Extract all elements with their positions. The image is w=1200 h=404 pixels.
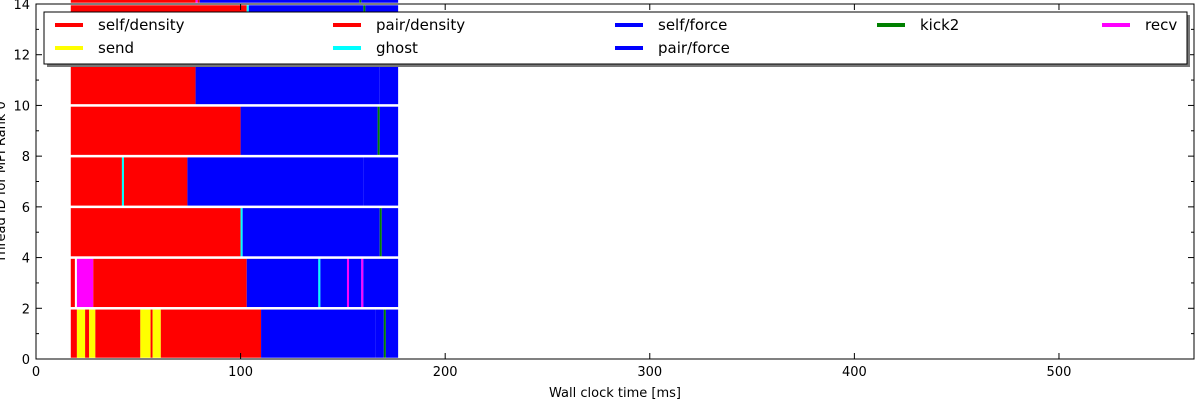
task-bar-thread-4-1 xyxy=(240,106,378,155)
x-tick-label: 500 xyxy=(1047,365,1072,380)
legend-label: kick2 xyxy=(920,16,959,34)
task-bar-thread-0-1 xyxy=(76,309,86,358)
y-tick-label: 0 xyxy=(22,353,30,368)
legend-label: send xyxy=(98,39,134,57)
y-tick-label: 14 xyxy=(13,0,30,13)
task-bar-thread-4-2 xyxy=(377,106,380,155)
x-axis-label: Wall clock time [ms] xyxy=(549,386,681,400)
task-bar-thread-0-10 xyxy=(375,309,384,358)
task-bar-thread-1-4 xyxy=(318,258,321,308)
task-bar-thread-7-1 xyxy=(195,0,198,3)
task-bar-thread-7-0 xyxy=(70,0,196,3)
task-bar-thread-1-8 xyxy=(361,258,364,308)
task-bar-thread-3-1 xyxy=(121,157,124,206)
task-bar-thread-2-3 xyxy=(379,208,382,257)
legend-label: self/force xyxy=(658,16,727,34)
task-bar-thread-2-0 xyxy=(70,208,241,257)
y-tick-label: 8 xyxy=(22,150,30,165)
legend-label: ghost xyxy=(376,39,418,57)
x-tick-label: 100 xyxy=(228,365,253,380)
task-bar-thread-3-2 xyxy=(123,157,188,206)
task-bar-thread-0-7 xyxy=(152,309,161,358)
y-axis-label: Thread ID for MPI Rank 0 xyxy=(0,101,9,263)
task-bar-thread-0-4 xyxy=(95,309,141,358)
task-bar-thread-1-9 xyxy=(363,258,399,308)
task-bar-thread-1-3 xyxy=(246,258,319,308)
task-bar-thread-0-8 xyxy=(160,309,262,358)
legend-label: pair/density xyxy=(376,16,465,34)
task-bar-thread-1-6 xyxy=(346,258,350,308)
task-bar-thread-0-9 xyxy=(261,309,376,358)
task-bar-thread-4-3 xyxy=(379,106,399,155)
task-bar-thread-0-6 xyxy=(150,309,153,358)
task-bar-thread-2-1 xyxy=(240,208,243,257)
task-bar-thread-5-2 xyxy=(379,55,399,105)
ticks-layer: 0 100 200 300 400 500 0 2 4 6 8 10 12 14 xyxy=(13,0,1194,380)
task-bar-thread-3-4 xyxy=(363,157,399,206)
task-bar-thread-0-2 xyxy=(85,309,90,358)
task-bar-thread-2-2 xyxy=(242,208,380,257)
y-tick-label: 2 xyxy=(22,302,30,317)
task-bar-thread-7-4 xyxy=(359,0,362,3)
legend-label: pair/force xyxy=(658,39,730,57)
task-bar-thread-0-12 xyxy=(385,309,399,358)
x-tick-label: 300 xyxy=(637,365,662,380)
task-bar-thread-7-2 xyxy=(197,0,200,3)
task-bar-thread-1-2 xyxy=(93,258,247,308)
x-tick-label: 0 xyxy=(32,365,40,380)
task-bar-thread-1-0 xyxy=(70,258,75,308)
task-bar-thread-1-5 xyxy=(320,258,347,308)
task-bar-thread-3-3 xyxy=(187,157,364,206)
task-bar-thread-7-3 xyxy=(199,0,360,3)
legend-box xyxy=(43,11,1188,65)
task-bar-thread-1-1 xyxy=(76,258,94,308)
y-tick-label: 10 xyxy=(13,99,30,114)
task-bar-thread-0-11 xyxy=(383,309,386,358)
task-bar-thread-1-7 xyxy=(349,258,362,308)
y-tick-label: 6 xyxy=(22,201,30,216)
task-bar-thread-2-4 xyxy=(381,208,399,257)
task-bar-thread-7-5 xyxy=(361,0,399,3)
task-bar-thread-0-3 xyxy=(89,309,96,358)
y-tick-label: 4 xyxy=(22,252,30,267)
legend-label: self/density xyxy=(98,16,185,34)
x-tick-label: 400 xyxy=(842,365,867,380)
task-bar-thread-4-0 xyxy=(70,106,241,155)
task-bar-thread-3-0 xyxy=(70,157,122,206)
x-tick-label: 200 xyxy=(433,365,458,380)
task-bar-thread-0-5 xyxy=(140,309,151,358)
legend-label: recv xyxy=(1145,16,1177,34)
legend: self/density pair/density self/force kick2 r… xyxy=(43,11,1190,67)
y-tick-label: 12 xyxy=(13,49,30,64)
task-bar-thread-0-0 xyxy=(70,309,77,358)
